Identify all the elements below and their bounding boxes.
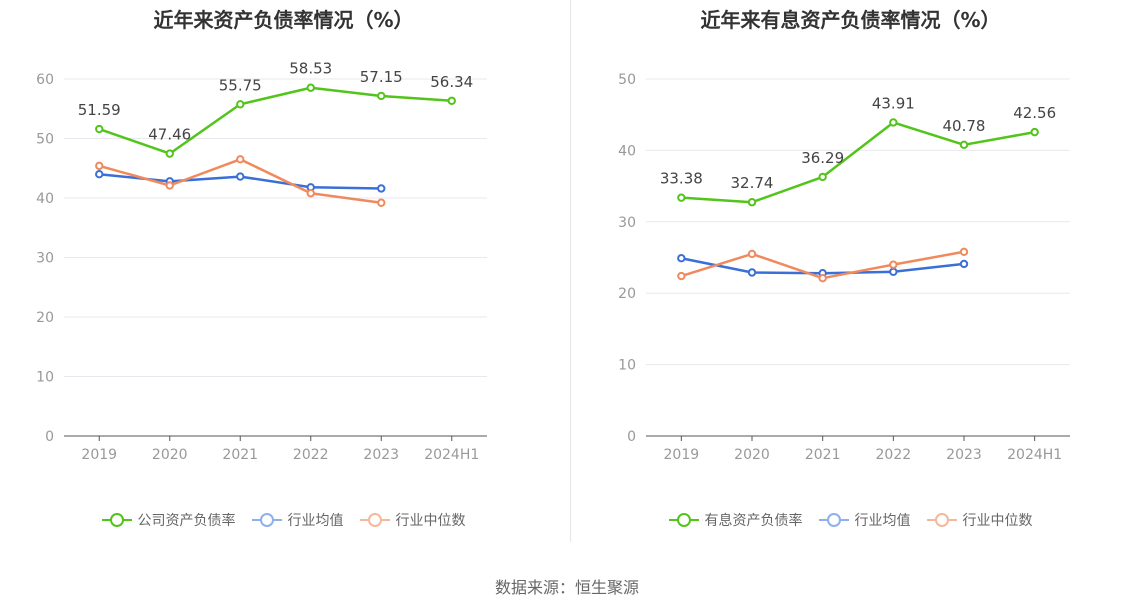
- data-label: 32.74: [731, 174, 774, 192]
- chart-panel-interest-debt-ratio: 近年来有息资产负债率情况（%） 0 10 20 30 40 50 2019 2020 2021 2…: [567, 0, 1134, 560]
- data-point: [959, 140, 969, 150]
- data-point: [889, 118, 898, 127]
- x-tick-label: 2023: [363, 447, 399, 463]
- data-point: [677, 271, 686, 281]
- y-tick-label: 20: [36, 310, 54, 326]
- line-chart-interest-debt-ratio: 0 10 20 30 40 50 2019 2020 2021 2022 2023 2024H1 33.…: [618, 72, 1070, 463]
- legend-label: 行业中位数: [962, 513, 1033, 529]
- legend-item-industry-median[interactable]: 行业中位数: [359, 510, 466, 530]
- data-point: [747, 198, 757, 207]
- data-point: [236, 172, 245, 181]
- x-tick-label: 2021: [222, 447, 258, 463]
- chart-title: 近年来有息资产负债率情况（%）: [700, 8, 1001, 32]
- legend-label: 行业均值: [287, 513, 344, 529]
- y-tick-label: 60: [36, 72, 54, 88]
- data-point: [95, 161, 104, 171]
- data-label: 43.91: [872, 94, 915, 112]
- data-point: [1030, 127, 1039, 137]
- y-tick-label: 0: [627, 429, 636, 445]
- data-point: [959, 259, 969, 269]
- x-tick-label: 2020: [152, 447, 188, 463]
- line-chart-debt-ratio: 0 10 20 30 40 50 60 2019 2020 2021 2022 2023 2024H1 5…: [36, 60, 487, 463]
- series-line: [98, 86, 452, 155]
- x-tick-label: 2023: [946, 447, 982, 463]
- legend-item-industry-avg[interactable]: 行业均值: [251, 510, 344, 530]
- x-tick-label: 2019: [664, 447, 700, 463]
- legend-label: 行业中位数: [395, 513, 466, 529]
- legend: 有息资产负债率 行业均值 行业中位数: [567, 510, 1134, 530]
- legend-marker-icon: [926, 513, 957, 527]
- series-line: [681, 121, 1035, 204]
- data-source: 数据来源：恒生聚源: [494, 578, 639, 597]
- data-point: [959, 247, 969, 256]
- data-point: [677, 254, 686, 263]
- x-tick-label: 2022: [293, 447, 329, 463]
- data-point: [889, 260, 898, 269]
- legend-label: 行业均值: [854, 513, 911, 529]
- y-tick-label: 30: [618, 215, 636, 231]
- y-tick-label: 30: [36, 251, 54, 267]
- legend-label: 公司资产负债率: [137, 513, 236, 529]
- legend-item-company[interactable]: 公司资产负债率: [101, 510, 236, 530]
- y-tick-label: 10: [36, 370, 54, 386]
- x-tick-label: 2021: [805, 447, 841, 463]
- x-tick-label: 2020: [734, 447, 770, 463]
- data-point: [306, 189, 315, 198]
- data-label: 42.56: [1013, 104, 1056, 122]
- data-label: 55.75: [219, 76, 262, 94]
- data-label: 56.34: [430, 73, 473, 91]
- y-tick-label: 40: [36, 191, 54, 207]
- data-label: 47.46: [148, 126, 191, 144]
- data-point: [377, 198, 386, 207]
- data-point: [377, 184, 386, 193]
- data-point: [95, 124, 104, 134]
- y-tick-label: 40: [618, 143, 636, 159]
- legend-marker-icon: [818, 513, 849, 527]
- data-point: [165, 181, 174, 190]
- series-line: [98, 158, 382, 204]
- data-point: [306, 83, 315, 92]
- data-label: 33.38: [660, 170, 703, 188]
- legend: 公司资产负债率 行业均值 行业中位数: [0, 510, 567, 530]
- y-tick-label: 50: [36, 132, 54, 148]
- x-tick-label: 2024H1: [1007, 447, 1062, 463]
- legend-item-industry-median[interactable]: 行业中位数: [926, 510, 1033, 530]
- data-label: 58.53: [289, 60, 332, 78]
- legend-marker-icon: [101, 513, 132, 527]
- y-tick-label: 10: [618, 358, 636, 374]
- chart-title: 近年来资产负债率情况（%）: [153, 8, 414, 32]
- data-point: [236, 155, 245, 164]
- x-tick-label: 2019: [81, 447, 117, 463]
- data-point: [447, 96, 456, 105]
- y-tick-label: 50: [618, 72, 636, 88]
- legend-marker-icon: [359, 513, 390, 527]
- data-point: [747, 268, 757, 277]
- data-point: [747, 249, 757, 259]
- data-point: [95, 170, 104, 179]
- legend-marker-icon: [251, 513, 282, 527]
- data-point: [377, 91, 386, 101]
- data-point: [236, 100, 245, 109]
- legend-item-industry-avg[interactable]: 行业均值: [818, 510, 911, 530]
- data-point: [818, 274, 827, 283]
- data-point: [165, 149, 174, 158]
- data-label: 57.15: [360, 68, 403, 86]
- x-tick-label: 2024H1: [424, 447, 479, 463]
- data-point: [889, 267, 898, 276]
- data-point: [677, 193, 686, 202]
- y-tick-label: 20: [618, 286, 636, 302]
- legend-marker-icon: [668, 513, 699, 527]
- data-point: [818, 172, 827, 182]
- data-label: 51.59: [78, 101, 121, 119]
- x-tick-label: 2022: [876, 447, 912, 463]
- legend-item-company[interactable]: 有息资产负债率: [668, 510, 803, 530]
- data-label: 36.29: [801, 149, 844, 167]
- panel-divider: [570, 0, 571, 542]
- data-label: 40.78: [943, 117, 986, 135]
- chart-panel-debt-ratio: 近年来资产负债率情况（%） 0 10 20 30 40 50 60 2019 2020 2021 2…: [0, 0, 567, 560]
- legend-label: 有息资产负债率: [704, 513, 803, 529]
- y-tick-label: 0: [45, 429, 54, 445]
